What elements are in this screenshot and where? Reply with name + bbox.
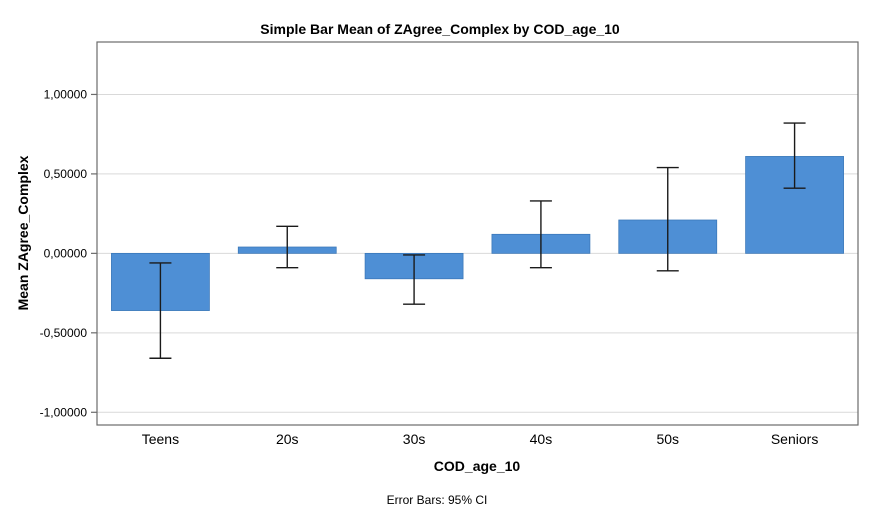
chart-title: Simple Bar Mean of ZAgree_Complex by COD… (260, 21, 620, 37)
plot-frame (96, 41, 859, 426)
x-tick-label-seniors: Seniors (771, 431, 818, 447)
y-axis-label: Mean ZAgree_Complex (15, 155, 31, 310)
x-tick-label-teens: Teens (142, 431, 179, 447)
error-bars-note: Error Bars: 95% CI (387, 493, 488, 507)
y-tick-label: 1,00000 (44, 87, 88, 101)
plot-area-group: -1,00000 -0,50000 0,00000 0,50000 1,00000 Tee… (40, 41, 859, 447)
plot-background (97, 42, 858, 425)
error-bar-40s (529, 200, 552, 269)
y-tick-label: -1,00000 (40, 405, 88, 419)
y-tick-label: 0,50000 (44, 167, 88, 181)
x-tick-label-40s: 40s (530, 431, 553, 447)
error-bar-20s (276, 225, 299, 269)
y-tick-label: 0,00000 (44, 246, 88, 260)
x-axis-label: COD_age_10 (434, 458, 521, 474)
error-bar-teens (149, 262, 172, 359)
error-bar-seniors (783, 122, 806, 189)
x-tick-label-20s: 20s (276, 431, 299, 447)
error-bar-50s (656, 166, 679, 272)
y-tick-label: -0,50000 (40, 326, 88, 340)
x-tick-label-30s: 30s (403, 431, 426, 447)
x-tick-label-50s: 50s (656, 431, 679, 447)
error-bar-30s (403, 254, 426, 305)
